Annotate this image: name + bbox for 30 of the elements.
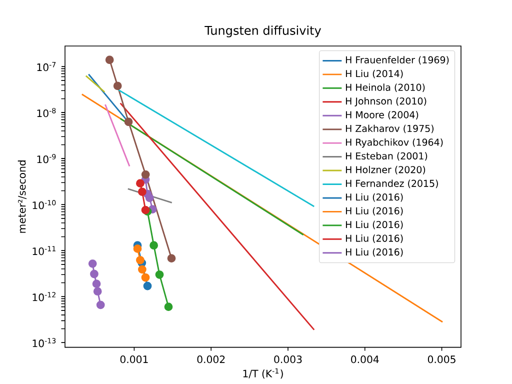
legend-label: H Zakharov (1975) (346, 124, 434, 134)
legend-label: H Liu (2016) (346, 220, 403, 230)
x-axis-title: 1/T (K$^{-1}$) (243, 368, 283, 379)
legend-label: H Esteban (2001) (346, 152, 428, 161)
legend-label: H Liu (2016) (346, 248, 403, 257)
x-tick-label: 0.005 (428, 355, 456, 364)
legend-label: H Liu (2016) (346, 234, 403, 243)
x-tick-label: 0.004 (351, 355, 379, 364)
legend-label: H Fernandez (2015) (346, 180, 438, 188)
legend-label: H Johnson (2010) (346, 97, 426, 106)
legend-label: H Liu (2016) (346, 193, 403, 202)
x-tick-label: 0.001 (120, 355, 148, 364)
y-tick-label: 10$^{-7}$ (37, 62, 56, 72)
y-tick-label: 10$^{-8}$ (37, 108, 56, 118)
legend-label: H Ryabchikov (1964) (346, 138, 443, 148)
chart-title: Tungsten diffusivity (204, 26, 322, 38)
y-tick-label: 10$^{-12}$ (32, 292, 56, 302)
legend-label: H Liu (2014) (346, 70, 403, 78)
y-axis-title: meter²/second (18, 160, 27, 233)
legend-label: H Moore (2004) (346, 111, 418, 120)
legend-label: H Frauenfelder (1969) (346, 56, 449, 65)
y-tick-label: 10$^{-9}$ (37, 154, 56, 164)
legend-label: H Heinola (2010) (346, 84, 425, 92)
legend-label: H Liu (2016) (346, 207, 403, 216)
x-tick-label: 0.002 (197, 355, 225, 364)
y-tick-label: 10$^{-13}$ (32, 338, 56, 348)
y-tick-label: 10$^{-10}$ (32, 200, 56, 210)
legend-label: H Holzner (2020) (346, 166, 426, 174)
y-tick-label: 10$^{-11}$ (32, 246, 56, 256)
x-tick-label: 0.003 (274, 355, 302, 364)
